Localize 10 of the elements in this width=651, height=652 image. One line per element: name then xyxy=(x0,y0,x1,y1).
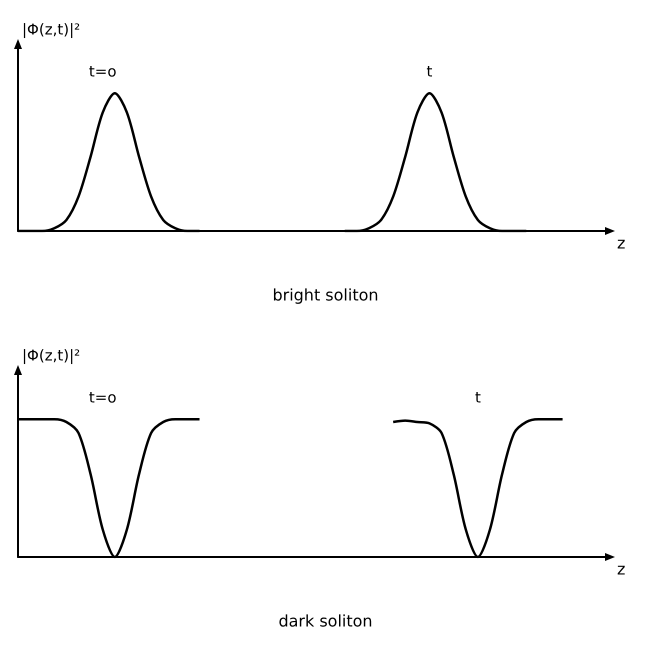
series-label: t=o xyxy=(88,388,117,407)
y-axis-title: |Φ(z,t)|² xyxy=(22,346,80,364)
y-axis-title: |Φ(z,t)|² xyxy=(22,20,80,38)
text: bright soliton xyxy=(272,286,379,304)
x-axis-title: z xyxy=(617,234,626,252)
text: t xyxy=(474,388,481,407)
series-label: t xyxy=(426,62,433,81)
x-axis-title: z xyxy=(617,560,626,578)
text: dark soliton xyxy=(278,612,373,630)
series-label: t=o xyxy=(88,62,117,81)
